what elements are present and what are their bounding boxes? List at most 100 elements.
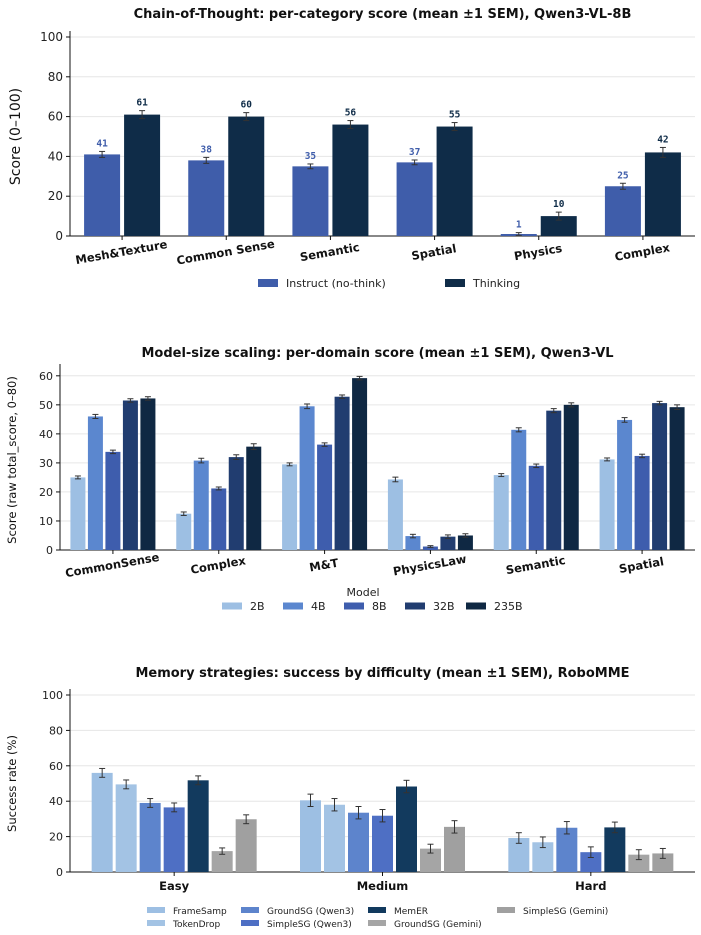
bar: [372, 815, 393, 872]
bar: [540, 216, 577, 236]
bar: [580, 852, 602, 872]
x-tick-label: Spatial: [618, 554, 665, 576]
bar: [282, 464, 298, 550]
legend-label: Thinking: [472, 277, 520, 290]
data-label: 56: [345, 108, 357, 119]
bar: [457, 535, 473, 550]
bar: [436, 126, 473, 236]
y-tick-label: 0: [55, 229, 63, 243]
data-label: 60: [241, 100, 253, 111]
bar: [528, 465, 544, 550]
y-tick-label: 50: [39, 399, 53, 412]
y-tick-label: 100: [42, 689, 63, 702]
bar: [644, 152, 681, 236]
chart-2: Model-size scaling: per-domain score (me…: [5, 346, 695, 613]
bar: [563, 404, 579, 550]
bar: [352, 378, 368, 550]
x-tick-label: Easy: [159, 879, 189, 893]
x-tick-label: Complex: [614, 240, 672, 264]
bar: [211, 851, 233, 872]
data-label: 41: [96, 138, 108, 149]
x-tick-label: Semantic: [505, 553, 567, 577]
bar: [211, 488, 227, 550]
legend-label: FrameSamp: [173, 907, 227, 917]
y-tick-label: 80: [49, 724, 63, 737]
y-tick-label: 60: [48, 110, 63, 124]
x-tick-label: Complex: [189, 553, 247, 577]
bar: [105, 451, 121, 550]
bar: [508, 838, 530, 872]
x-tick-label: Physics: [513, 241, 563, 263]
legend-swatch: [241, 920, 259, 926]
bar: [652, 853, 674, 872]
legend-label: 2B: [250, 600, 265, 613]
legend-label: GroundSG (Gemini): [394, 920, 482, 930]
x-tick-label: CommonSense: [64, 550, 160, 580]
bar: [188, 160, 225, 236]
legend-swatch: [368, 920, 386, 926]
bar: [617, 419, 633, 550]
x-tick-label: Mesh&Texture: [74, 237, 168, 267]
y-tick-label: 10: [39, 515, 53, 528]
y-tick-label: 40: [39, 428, 53, 441]
bar: [317, 444, 333, 550]
data-label: 1: [516, 220, 522, 231]
bar: [300, 800, 321, 872]
bar: [122, 400, 138, 550]
y-axis-label: Score (0–100): [8, 88, 24, 185]
y-tick-label: 100: [40, 30, 63, 44]
legend-label: MemER: [394, 907, 428, 917]
bar: [604, 186, 641, 236]
legend-swatch: [445, 279, 465, 287]
data-label: 42: [657, 134, 668, 145]
bar: [84, 154, 121, 236]
bar: [556, 827, 578, 872]
bar: [140, 398, 156, 550]
bar: [628, 854, 650, 872]
legend-label: Instruct (no-think): [286, 277, 386, 290]
bar: [332, 124, 369, 236]
bar: [139, 802, 161, 872]
y-tick-label: 20: [49, 831, 63, 844]
bar: [444, 826, 465, 872]
bar: [87, 416, 103, 550]
bar: [599, 459, 615, 550]
bar: [420, 848, 441, 872]
bar: [246, 446, 262, 550]
bar: [334, 396, 350, 550]
bar: [493, 475, 509, 550]
x-tick-label: Common Sense: [175, 237, 275, 268]
bar: [70, 477, 86, 550]
bar: [604, 827, 626, 872]
y-tick-label: 60: [39, 370, 53, 383]
bar: [634, 455, 650, 550]
bar: [228, 457, 244, 550]
chart-title: Memory strategies: success by difficulty…: [135, 666, 629, 681]
legend-swatch: [147, 907, 165, 913]
bar: [405, 536, 421, 550]
x-tick-label: Spatial: [410, 241, 457, 263]
chart-3: Memory strategies: success by difficulty…: [5, 666, 695, 930]
bar: [546, 410, 562, 550]
bar: [299, 406, 315, 550]
bar: [193, 460, 209, 550]
legend-swatch: [241, 907, 259, 913]
legend-label: GroundSG (Qwen3): [267, 907, 354, 917]
legend-swatch: [368, 907, 386, 913]
bar: [652, 403, 668, 550]
legend-label: SimpleSG (Gemini): [523, 907, 608, 917]
legend-label: 32B: [433, 600, 455, 613]
data-label: 37: [409, 147, 420, 158]
data-label: 35: [305, 151, 317, 162]
chart-1: Chain-of-Thought: per-category score (me…: [8, 7, 695, 290]
legend-swatch: [283, 602, 303, 610]
legend-swatch: [258, 279, 278, 287]
legend-swatch: [466, 602, 486, 610]
chart-title: Model-size scaling: per-domain score (me…: [141, 346, 613, 361]
y-tick-label: 80: [48, 70, 63, 84]
legend-swatch: [405, 602, 425, 610]
legend-swatch: [344, 602, 364, 610]
y-tick-label: 40: [49, 795, 63, 808]
legend-label: 235B: [494, 600, 523, 613]
